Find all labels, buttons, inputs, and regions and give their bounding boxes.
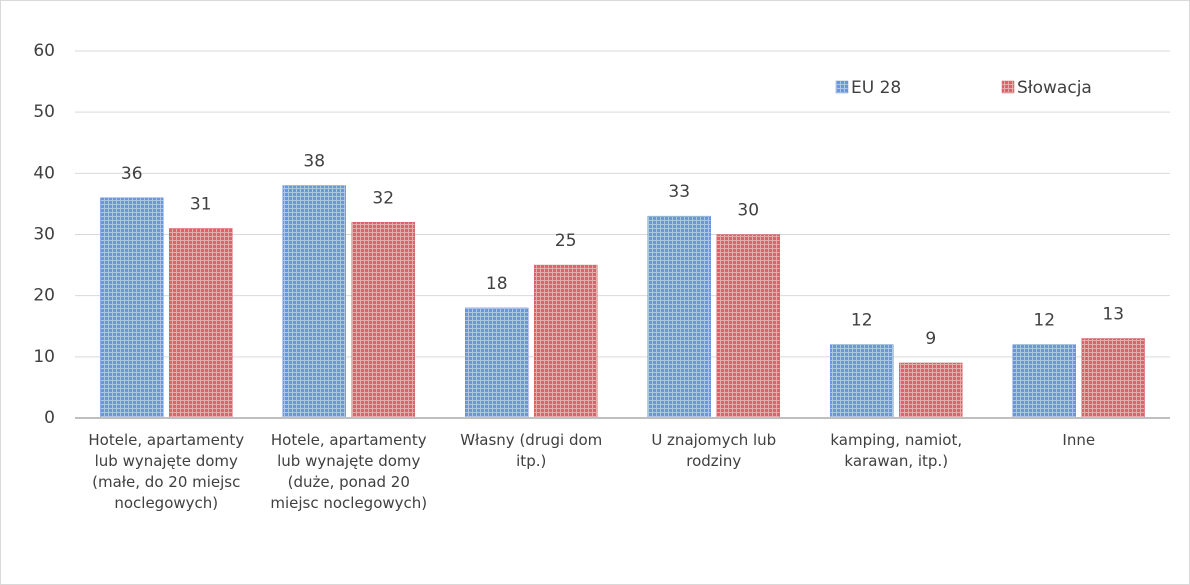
data-label: 30 [737, 201, 759, 221]
data-label: 12 [851, 311, 873, 331]
y-tick-label: 0 [44, 408, 55, 428]
x-tick-label: Własny (drugi dom itp.) [460, 431, 603, 470]
y-tick-label: 20 [33, 286, 55, 306]
data-label: 38 [303, 152, 325, 172]
bar [899, 362, 963, 419]
bar [1012, 344, 1076, 419]
x-tick-label: kamping, namiot, karawan, itp.) [830, 431, 963, 470]
y-tick-label: 50 [33, 102, 55, 122]
bar [100, 197, 164, 419]
data-label: 9 [925, 329, 936, 349]
bar [830, 344, 894, 419]
data-label: 31 [190, 194, 212, 214]
legend-label: EU 28 [851, 78, 901, 98]
bar [716, 234, 780, 419]
bar [282, 185, 346, 419]
data-label: 36 [121, 164, 143, 184]
data-label: 18 [486, 274, 508, 294]
y-tick-label: 10 [33, 347, 55, 367]
bar [351, 222, 415, 419]
data-label: 13 [1102, 304, 1124, 324]
y-tick-label: 40 [33, 163, 55, 183]
data-label: 32 [372, 188, 394, 208]
bar [465, 307, 529, 419]
data-label: 33 [668, 182, 690, 202]
x-tick-label: Hotele, apartamenty lub wynajęte domy (m… [88, 431, 245, 512]
bar [1081, 338, 1145, 419]
data-label: 12 [1033, 311, 1055, 331]
x-tick-label: Hotele, apartamenty lub wynajęte domy (d… [270, 431, 428, 512]
bar [647, 215, 711, 419]
legend-label: Słowacja [1017, 78, 1092, 98]
data-label: 25 [555, 231, 577, 251]
legend-swatch [1001, 80, 1015, 94]
x-tick-label: Inne [1062, 431, 1096, 449]
x-tick-label: U znajomych lub rodziny [651, 431, 777, 470]
y-tick-label: 30 [33, 225, 55, 245]
y-tick-label: 60 [33, 41, 55, 61]
legend-swatch [835, 80, 849, 94]
bar [534, 264, 598, 419]
bar [169, 228, 233, 419]
